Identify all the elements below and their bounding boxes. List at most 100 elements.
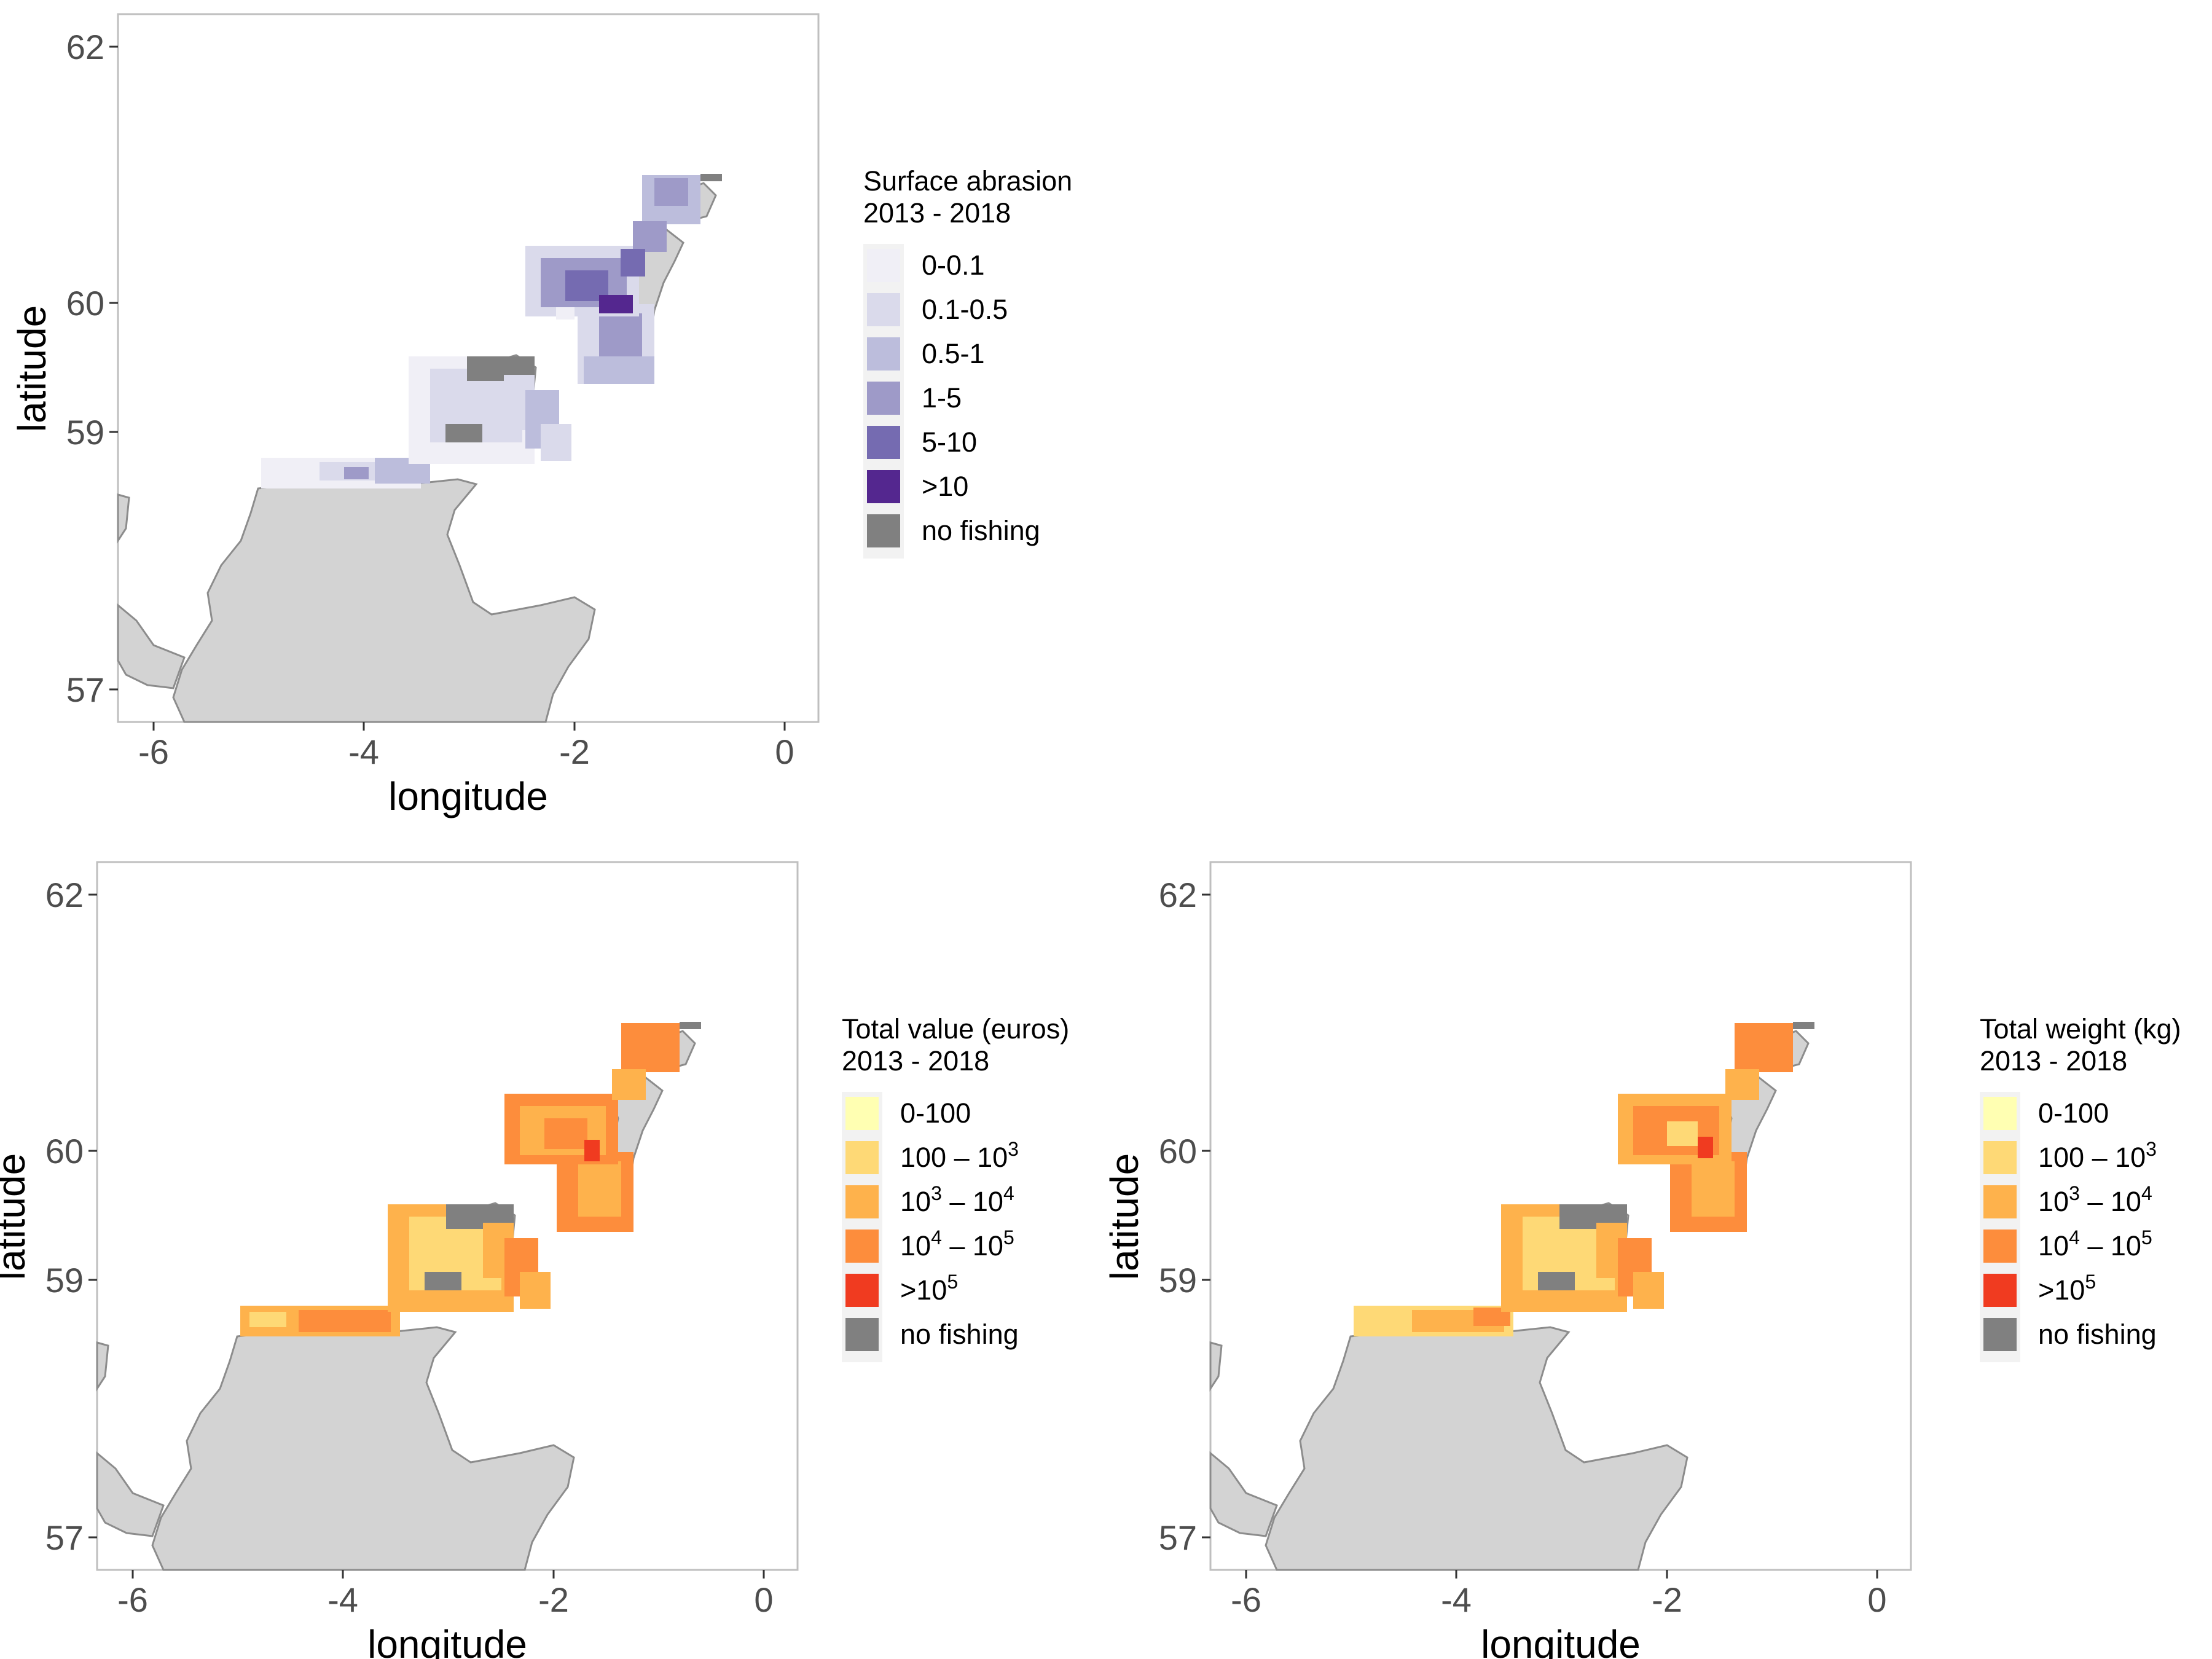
- legend-label: 104 – 105: [900, 1226, 1014, 1261]
- legend-subtitle: 2013 - 2018: [842, 1045, 989, 1077]
- west-coast-fragment: [96, 1341, 109, 1392]
- legend-swatch: [867, 470, 900, 503]
- axes-layer: -6 -4 -2 0 62 60 59 57 longitude latitude -6 -4 -2 0 6…: [0, 28, 1887, 1659]
- y-tick-label: 62: [66, 28, 104, 66]
- mainland-scotland: [1265, 1326, 1688, 1571]
- legend-swatch: [867, 249, 900, 282]
- axes-value: -6 -4 -2 0 62 60 59 57 longitude latitude: [0, 876, 774, 1659]
- legend-swatch: [867, 382, 900, 415]
- west-island: [1209, 1451, 1278, 1537]
- x-tick-label: -6: [138, 732, 169, 771]
- legend-title: Total weight (kg): [1980, 1013, 2181, 1045]
- x-tick-label: -6: [117, 1580, 148, 1619]
- axes-weight: -6 -4 -2 0 62 60 59 57 longitude latitude: [1102, 876, 1887, 1659]
- west-coast-fragment: [1209, 1341, 1223, 1392]
- legend-label: 103 – 104: [900, 1182, 1014, 1217]
- y-tick-label: 60: [1159, 1132, 1197, 1171]
- fishing-grid: [240, 1022, 701, 1336]
- map-panel-weight: [1209, 861, 1912, 1571]
- legend-label: >10: [922, 471, 968, 502]
- y-axis-title: latitude: [1102, 1153, 1147, 1280]
- west-coast-fragment: [117, 493, 130, 544]
- mainland-scotland: [172, 478, 596, 723]
- x-axis-title: longitude: [1481, 1622, 1641, 1659]
- x-tick-label: -2: [1652, 1580, 1682, 1619]
- legend-swatch: [845, 1185, 879, 1218]
- fishing-grid: [1354, 1022, 1814, 1336]
- legend-swatch: [845, 1274, 879, 1307]
- x-axis-title: longitude: [388, 774, 548, 818]
- legend-label: no fishing: [2038, 1319, 2157, 1350]
- y-axis-title: latitude: [0, 1153, 33, 1280]
- legend-label: 104 – 105: [2038, 1226, 2152, 1261]
- y-tick-label: 62: [1159, 876, 1197, 914]
- x-tick-label: 0: [1867, 1580, 1886, 1619]
- legend-swatch: [867, 514, 900, 547]
- y-tick-label: 60: [45, 1132, 84, 1171]
- y-tick-label: 62: [45, 876, 84, 914]
- legend-swatch: [867, 426, 900, 459]
- y-tick-label: 57: [66, 670, 104, 709]
- y-axis-title: latitude: [10, 305, 54, 432]
- legend-swatch: [867, 293, 900, 326]
- x-tick-label: -4: [1441, 1580, 1472, 1619]
- legend-swatch: [1983, 1097, 2017, 1130]
- legend-subtitle: 2013 - 2018: [863, 197, 1011, 229]
- legend-swatch: [1983, 1185, 2017, 1218]
- legend-label: 1-5: [922, 382, 962, 414]
- legend-swatch: [1983, 1274, 2017, 1307]
- legend-swatch: [1983, 1230, 2017, 1263]
- legend-value: Total value (euros) 2013 - 2018 0-100 100 …: [842, 1013, 1069, 1362]
- y-tick-label: 59: [66, 413, 104, 452]
- legend-weight: Total weight (kg) 2013 - 2018 0-100 100 – …: [1980, 1013, 2181, 1362]
- legend-layer: Surface abrasion 2013 - 2018 0-0.1 0.1-0.5…: [842, 165, 2181, 1362]
- y-tick-label: 59: [45, 1261, 84, 1300]
- fishing-grid: [261, 174, 722, 488]
- x-tick-label: -2: [538, 1580, 569, 1619]
- y-tick-label: 57: [1159, 1518, 1197, 1557]
- legend-swatch: [867, 337, 900, 371]
- west-island: [96, 1451, 165, 1537]
- legend-swatch: [845, 1318, 879, 1351]
- x-tick-label: -4: [348, 732, 379, 771]
- x-tick-label: -2: [559, 732, 590, 771]
- x-axis-title: longitude: [367, 1622, 527, 1659]
- legend-label: >105: [2038, 1271, 2096, 1306]
- mainland-scotland: [151, 1326, 575, 1571]
- x-tick-label: 0: [754, 1580, 773, 1619]
- legend-swatch: [845, 1141, 879, 1174]
- legend-label: 103 – 104: [2038, 1182, 2152, 1217]
- legend-label: 100 – 103: [2038, 1138, 2157, 1173]
- y-tick-label: 57: [45, 1518, 84, 1557]
- legend-abrasion: Surface abrasion 2013 - 2018 0-0.1 0.1-0.5…: [863, 165, 1072, 559]
- legend-label: 0-0.1: [922, 249, 985, 281]
- legend-label: no fishing: [922, 515, 1040, 546]
- legend-label: 100 – 103: [900, 1138, 1019, 1173]
- x-tick-label: -6: [1231, 1580, 1261, 1619]
- map-panel-abrasion: [117, 13, 820, 723]
- legend-label: 0-100: [2038, 1097, 2109, 1129]
- legend-label: 0.5-1: [922, 338, 985, 369]
- legend-swatch: [1983, 1141, 2017, 1174]
- legend-swatch: [845, 1097, 879, 1130]
- axes-abrasion: -6 -4 -2 0 62 60 59 57 longitude latitude: [10, 28, 794, 818]
- x-tick-label: -4: [327, 1580, 358, 1619]
- legend-key-background: [842, 1092, 882, 1362]
- legend-subtitle: 2013 - 2018: [1980, 1045, 2127, 1077]
- y-tick-label: 59: [1159, 1261, 1197, 1300]
- legend-label: >105: [900, 1271, 958, 1306]
- x-tick-label: 0: [775, 732, 794, 771]
- legend-title: Surface abrasion: [863, 165, 1072, 197]
- legend-key-background: [1980, 1092, 2020, 1362]
- map-panel-value: [96, 861, 799, 1571]
- legend-swatch: [845, 1230, 879, 1263]
- legend-label: 5-10: [922, 426, 977, 458]
- west-island: [117, 603, 186, 689]
- legend-title: Total value (euros): [842, 1013, 1069, 1045]
- y-tick-label: 60: [66, 284, 104, 323]
- legend-swatch: [1983, 1318, 2017, 1351]
- legend-label: no fishing: [900, 1319, 1019, 1350]
- legend-label: 0.1-0.5: [922, 294, 1008, 325]
- legend-label: 0-100: [900, 1097, 971, 1129]
